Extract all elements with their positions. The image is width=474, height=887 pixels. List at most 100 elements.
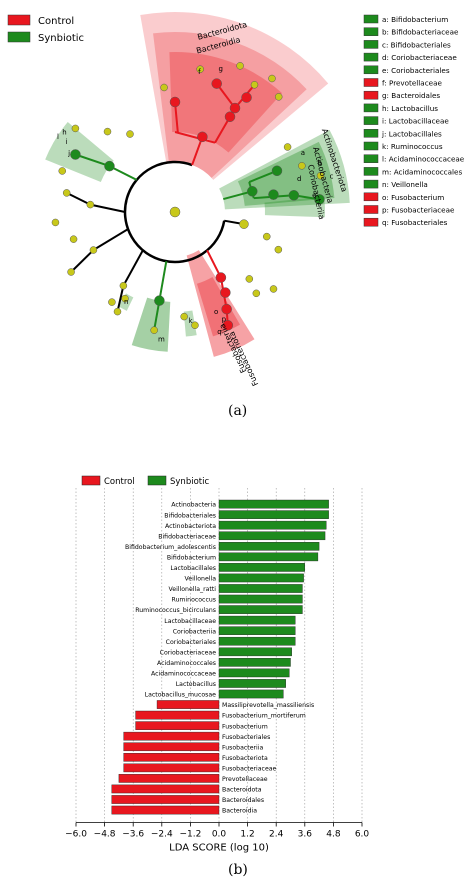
taxa-legend-label-n: n: Veillonella (382, 180, 428, 189)
cladogram: f gabcdejhimknopqlBacteroidotaBacteroidia… (7, 12, 465, 387)
x-tick-label-4: −1.2 (179, 830, 201, 840)
clade-node-24 (220, 287, 231, 298)
taxa-legend-label-c: c: Bifidobacteriales (382, 40, 451, 49)
x-tick-label-5: 0.0 (212, 830, 227, 840)
clade-branch-19 (92, 228, 129, 251)
bar-label-Massiliprevotella_massiliensis: Massiliprevotella_massiliensis (222, 702, 314, 709)
bar-label-Lactobacillales: Lactobacillales (170, 565, 216, 572)
clade-node-44 (113, 307, 122, 316)
node-letter-i: i (65, 138, 67, 146)
clade-node-20 (239, 219, 249, 229)
bar-Actinobacteria (218, 499, 329, 509)
taxa-legend-swatch-j (363, 129, 379, 138)
taxa-legend-swatch-n (363, 179, 379, 189)
x-axis-title: LDA SCORE (log 10) (169, 843, 269, 854)
bar-label-Actinobacteriota: Actinobacteriota (165, 523, 216, 530)
clade-node-12 (247, 186, 258, 197)
group-legend-swatch-synbiotic (7, 31, 31, 43)
group-legend-swatch-control (7, 14, 31, 26)
x-tick-label-1: −4.8 (94, 830, 116, 840)
bar-Acidaminococcales (218, 658, 291, 667)
taxa-legend-label-b: b: Bifidobacteriaceae (382, 28, 459, 37)
bar-Fusobacteriota (123, 753, 220, 762)
clade-node-26 (222, 320, 234, 331)
clade-node-18 (316, 171, 325, 180)
bar-label-Veillonella_ratti: Veillonella_ratti (169, 586, 217, 593)
clade-node-47 (86, 200, 95, 209)
x-tick-label-7: 2.4 (269, 830, 284, 840)
taxa-legend-swatch-p (363, 205, 379, 214)
bar-Bifidobacteriales (218, 510, 329, 519)
x-tick-label-2: −3.6 (122, 830, 144, 840)
clade-node-3 (241, 92, 252, 103)
clade-node-9 (268, 74, 276, 83)
bar-Coriobacteriia (218, 626, 296, 636)
clade-branch-20 (70, 249, 95, 273)
clade-node-14 (288, 190, 300, 201)
legend-label-control: Control (104, 477, 135, 487)
bar-label-Coriobacteriales: Coriobacteriales (166, 639, 216, 646)
node-letter-g: g (219, 65, 223, 73)
taxa-legend-label-q: q: Fusobacteriales (382, 218, 448, 227)
taxa-legend-swatch-c (363, 40, 379, 49)
bar-label-Coriobacteriaceae: Coriobacteriaceae (160, 649, 217, 656)
clade-node-32 (71, 124, 80, 133)
taxa-legend-swatch-d (363, 52, 379, 62)
bar-Lactobacillaceae (218, 615, 296, 625)
taxa-legend-swatch-e (363, 65, 379, 75)
bar-label-Ruminococcus_bicirculans: Ruminococcus_bicirculans (135, 607, 216, 614)
bar-Massiliprevotella_massiliensis (156, 700, 220, 709)
node-letter-n: n (124, 298, 128, 306)
clade-node-5 (169, 96, 181, 108)
node-letter-d: d (297, 175, 301, 183)
node-letter-e: e (312, 191, 316, 199)
bar-Bacteroidia (111, 805, 220, 815)
clade-node-4 (250, 81, 259, 89)
clade-node-13 (268, 189, 279, 200)
node-letter-m: m (158, 335, 165, 343)
bar-label-Fusobacteriales: Fusobacteriales (222, 734, 270, 741)
bar-label-Bacteroidota: Bacteroidota (222, 787, 262, 794)
group-legend-label-synbiotic: Synbiotic (38, 33, 84, 44)
bar-label-Actinobacteria: Actinobacteria (171, 502, 216, 509)
bar-Lactobacillales (218, 563, 306, 572)
acidaminococcales-sector (131, 297, 171, 352)
bar-Fusobacteriales (123, 731, 220, 741)
bar-label-Bifidobacteriales: Bifidobacteriales (164, 512, 216, 519)
taxa-legend-swatch-h (363, 103, 379, 113)
bar-label-Bacteroidia: Bacteroidia (222, 808, 257, 815)
node-letter-o: o (214, 308, 218, 316)
clade-node-10 (274, 93, 283, 101)
taxa-legend-swatch-o (363, 192, 379, 202)
clade-node-29 (269, 285, 278, 293)
clade-node-23 (215, 272, 227, 283)
taxa-legend-label-e: e: Coriobacteriales (382, 66, 450, 75)
taxa-legend-label-l: l: Acidaminococcaceae (382, 155, 465, 164)
bar-Bifidobacterium_adolescentis (218, 541, 320, 551)
bacteroidia-sector (153, 32, 307, 178)
bar-label-Lactobacillus: Lactobacillus (176, 681, 216, 688)
bar-label-Fusobacteriaceae: Fusobacteriaceae (222, 765, 277, 772)
bar-Lactobacillus (218, 679, 286, 688)
x-tick-label-8: 3.6 (298, 830, 313, 840)
taxa-legend-label-g: g: Bacteroidales (382, 91, 440, 100)
taxa-legend-swatch-b (363, 27, 379, 36)
bacteroidota-sector (140, 12, 329, 180)
bar-Coriobacteriales (218, 636, 296, 646)
clade-node-34 (103, 127, 112, 136)
clade-node-35 (126, 130, 134, 138)
bacteroidales-sector (169, 52, 283, 153)
clade-node-1 (224, 111, 236, 122)
taxa-legend-label-p: p: Fusobacteriaceae (382, 206, 455, 215)
clade-branch-16 (75, 153, 110, 168)
bar-label-Ruminococcus: Ruminococcus (171, 597, 216, 604)
clade-node-39 (191, 321, 199, 330)
x-tick-label-6: 1.2 (240, 830, 254, 840)
bar-Veillonella_ratti (218, 584, 303, 593)
bar-Bifidobacteriaceae (218, 531, 326, 541)
bar-label-Bifidobacterium_adolescentis: Bifidobacterium_adolescentis (125, 544, 216, 551)
panel-label-b: (b) (228, 862, 248, 878)
bar-Fusobacterium_mortiferum (135, 710, 220, 720)
clade-node-50 (169, 206, 181, 218)
clade-node-48 (62, 189, 71, 197)
